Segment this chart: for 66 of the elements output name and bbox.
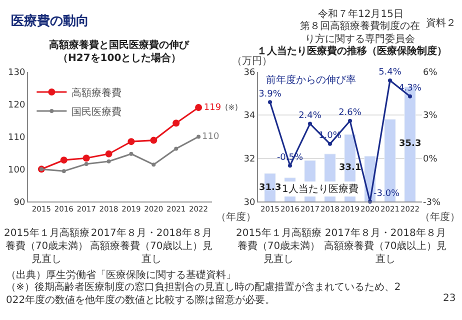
series-label: 前年度からの伸び率 (266, 74, 356, 86)
point (128, 138, 135, 146)
data-label: -3.0% (374, 188, 400, 199)
text: 第８回高額療養費制度の在り方に関する専門委員会 (300, 20, 420, 45)
text: 資料２ (426, 17, 456, 29)
point (288, 164, 292, 168)
point (150, 136, 158, 144)
y-tick-label: 90 (14, 198, 26, 208)
text: 2015年１月高額療養費（70歳未満）見直し (236, 227, 322, 265)
point (268, 100, 272, 104)
point (328, 142, 332, 146)
chart-title: １人当たり医療費の推移（医療保険制度） (257, 45, 447, 57)
point (388, 78, 392, 82)
y2-tick-label: 6% (423, 68, 438, 78)
y-axis-title: （万円） (232, 56, 272, 67)
data-label: 110 (202, 132, 220, 142)
legend-label: 高額療養費 (72, 86, 122, 99)
data-label: 5.4% (378, 68, 402, 78)
point (60, 156, 68, 164)
text: （※）後期高齢者医療制度の窓口負担割合の見直し時の配慮措置が含まれているため、2022年度の数値を他年度の数値と比較する際は留意が必要。 (6, 281, 401, 306)
y-tick-label: 36 (244, 68, 256, 78)
point (82, 154, 90, 162)
y-tick-label: 100 (8, 165, 26, 176)
text: 2017年８月・2018年８月高額療養費（70歳以上）見直し (90, 227, 213, 265)
point (172, 120, 180, 127)
y-tick-label: 120 (8, 100, 26, 110)
point (129, 152, 134, 156)
text: （出典）厚生労働省「医療保険に関する基礎資料」 (6, 269, 236, 281)
point (308, 122, 312, 126)
data-label: 2.4% (298, 110, 322, 121)
series-label: 1人当たり医療費 (282, 183, 358, 195)
text: (※) (225, 103, 238, 112)
data-label: 35.3 (399, 139, 422, 149)
point (84, 162, 88, 166)
point (105, 150, 112, 158)
point (152, 162, 156, 167)
text: 23 (443, 293, 456, 304)
x-axis-title: （年度） (420, 211, 460, 223)
y2-tick-label: -3% (423, 198, 441, 208)
legend-label: 国民医療費 (72, 106, 122, 118)
text: 2015年１月高額療養費（70歳未満）見直し (4, 227, 90, 265)
chart-title: 高額療養費と国民医療費の伸び (49, 39, 190, 51)
data-label: 119 (204, 102, 222, 113)
data-label: 3.9% (258, 89, 282, 100)
text: 2017年８月・2018年８月高額療養費（70歳以上）見直し (324, 227, 447, 265)
point (408, 94, 412, 98)
data-label: 33.1 (339, 163, 362, 173)
y2-tick-label: 0% (423, 154, 438, 164)
data-label: 31.3 (259, 183, 282, 193)
data-label: 2.6% (338, 108, 362, 118)
point (174, 146, 178, 151)
point (195, 104, 202, 112)
chart-subtitle: （H27を100とした場合） (58, 52, 182, 64)
y-tick-label: 130 (8, 68, 26, 78)
y2-tick-label: 3% (423, 111, 438, 122)
y-tick-label: 30 (244, 198, 256, 208)
point (348, 118, 352, 123)
y-tick-label: 34 (244, 111, 256, 122)
x-axis-title: （年度） (216, 211, 256, 223)
text: 令和７年12月15日 (318, 8, 404, 20)
y-tick-label: 110 (8, 132, 26, 143)
text: 医療費の動向 (11, 13, 89, 29)
point (62, 169, 66, 174)
point (106, 159, 111, 164)
y-tick-label: 32 (244, 154, 256, 164)
point (196, 134, 201, 139)
